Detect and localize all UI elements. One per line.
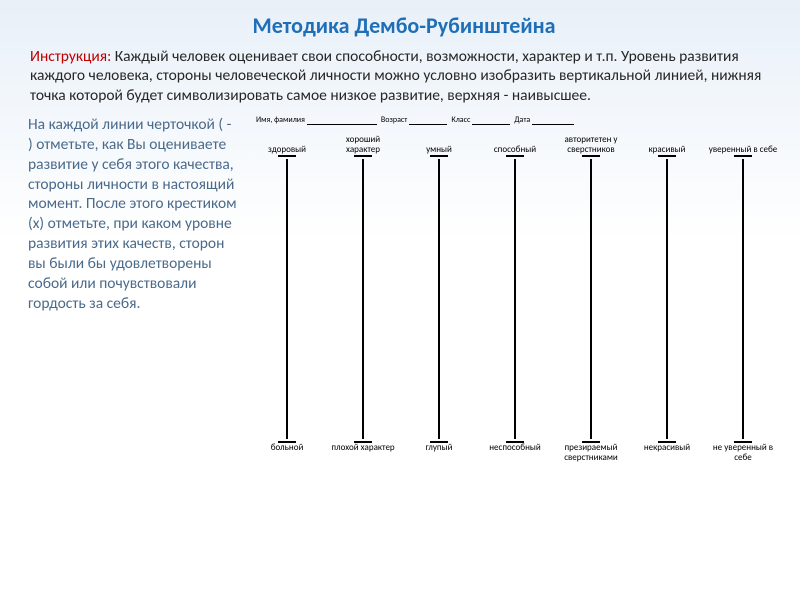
scale: способный неспособный: [480, 135, 550, 463]
scale-cap-top: [734, 155, 752, 157]
scale-bottom-label: неспособный: [489, 443, 541, 463]
scale-line: [590, 159, 592, 439]
instruction-text: Каждый человек оценивает свои способност…: [30, 47, 761, 105]
scale-cap-top: [582, 155, 600, 157]
scale-bottom-label: некрасивый: [644, 443, 690, 463]
slide: Методика Дембо-Рубинштейна Инструкция: К…: [0, 0, 800, 600]
form-field: Возраст: [381, 115, 447, 125]
scale: красивый некрасивый: [632, 135, 702, 463]
form-field-label: Класс: [451, 115, 470, 125]
form-field-line: [307, 116, 377, 125]
scale: авторитетен у сверстников презираемый све…: [556, 135, 626, 463]
scale-cap-top: [354, 155, 372, 157]
form-field-label: Дата: [514, 115, 530, 125]
scale-cap-top: [430, 155, 448, 157]
scale-cap-top: [658, 155, 676, 157]
slide-title: Методика Дембо-Рубинштейна: [28, 12, 780, 39]
scale-line: [286, 159, 288, 439]
scale-top-label: способный: [494, 135, 536, 155]
scale-line: [514, 159, 516, 439]
scale-bottom-label: не уверенный в себе: [708, 443, 778, 463]
scale-bottom-label: плохой характер: [331, 443, 394, 463]
right-panel: Имя, фамилия Возраст Класс Дата здоровый бол…: [250, 115, 780, 463]
scale-top-label: здоровый: [268, 135, 306, 155]
form-field: Класс: [451, 115, 510, 125]
scale-top-label: умный: [426, 135, 452, 155]
scale-cap-top: [278, 155, 296, 157]
instruction-block: Инструкция: Каждый человек оценивает сво…: [28, 47, 780, 105]
content-row: На каждой линии черточкой ( - ) отметьте…: [28, 115, 780, 463]
scale: хороший характер плохой характер: [328, 135, 398, 463]
scale-top-label: авторитетен у сверстников: [556, 135, 626, 155]
scale-line: [362, 159, 364, 439]
scale-line: [742, 159, 744, 439]
scale-bottom-label: презираемый сверстниками: [556, 443, 626, 463]
form-field: Имя, фамилия: [256, 115, 377, 125]
form-field-line: [532, 116, 574, 125]
scale-bottom-label: глупый: [426, 443, 453, 463]
form-field-label: Имя, фамилия: [256, 115, 305, 125]
left-text: На каждой линии черточкой ( - ) отметьте…: [28, 115, 238, 463]
scale-top-label: хороший характер: [328, 135, 398, 155]
scale: уверенный в себе не уверенный в себе: [708, 135, 778, 463]
form-field-line: [409, 116, 447, 125]
scale-top-label: уверенный в себе: [709, 135, 778, 155]
form-field-line: [472, 116, 510, 125]
scale-line: [438, 159, 440, 439]
scale-bottom-label: больной: [271, 443, 304, 463]
form-field: Дата: [514, 115, 574, 125]
form-row: Имя, фамилия Возраст Класс Дата: [250, 115, 780, 125]
scale-line: [666, 159, 668, 439]
form-field-label: Возраст: [381, 115, 407, 125]
instruction-lead: Инструкция:: [30, 47, 111, 66]
scale-cap-top: [506, 155, 524, 157]
scale: здоровый больной: [252, 135, 322, 463]
scales-container: здоровый больной хороший характер плохой ха…: [250, 135, 780, 463]
scale-top-label: красивый: [648, 135, 685, 155]
scale: умный глупый: [404, 135, 474, 463]
